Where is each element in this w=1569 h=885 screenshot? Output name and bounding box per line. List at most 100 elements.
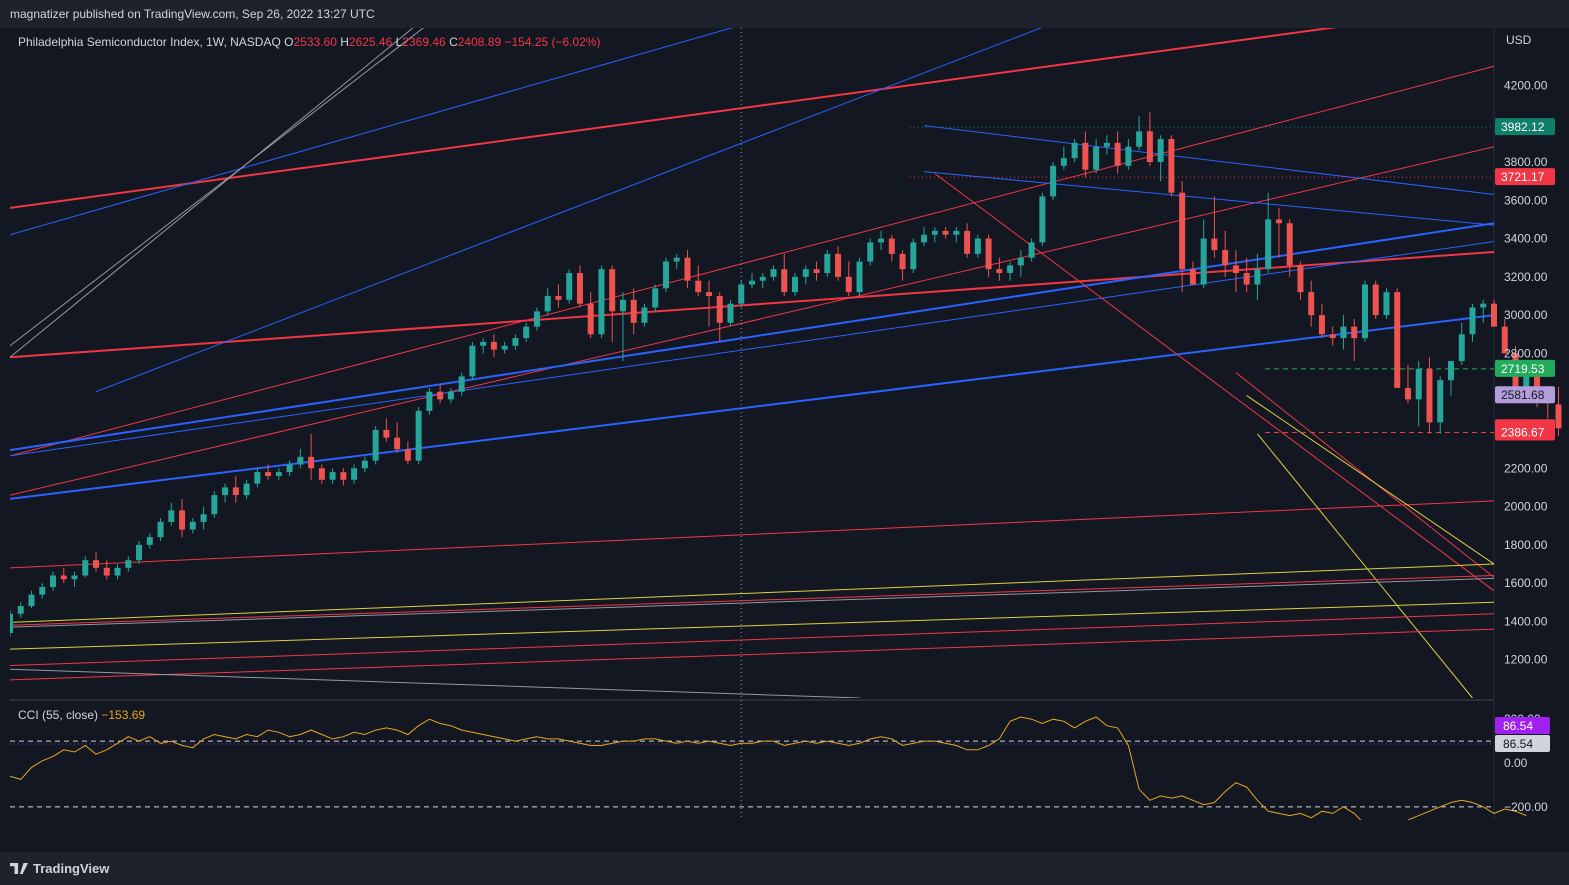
- candle-body[interactable]: [662, 261, 669, 289]
- price-label[interactable]: [1495, 359, 1555, 377]
- candle-body[interactable]: [964, 230, 971, 254]
- candle-body[interactable]: [673, 257, 680, 262]
- candle-body[interactable]: [1007, 265, 1014, 274]
- candle-body[interactable]: [1361, 284, 1368, 339]
- trendline[interactable]: [10, 65, 1494, 457]
- cci-legend[interactable]: CCI (55, close) −153.69: [18, 708, 145, 722]
- candle-body[interactable]: [802, 269, 809, 277]
- candle-body[interactable]: [1275, 219, 1282, 224]
- candle-body[interactable]: [372, 430, 379, 461]
- candle-body[interactable]: [1028, 242, 1035, 258]
- candle-body[interactable]: [985, 238, 992, 270]
- candle-body[interactable]: [1404, 387, 1411, 400]
- candle-body[interactable]: [1060, 158, 1067, 166]
- candle-body[interactable]: [1555, 404, 1562, 429]
- candle-body[interactable]: [265, 472, 272, 476]
- candle-body[interactable]: [1340, 326, 1347, 339]
- candle-body[interactable]: [695, 280, 702, 293]
- trendline[interactable]: [1246, 395, 1494, 565]
- trendline[interactable]: [10, 28, 429, 347]
- candle-body[interactable]: [1372, 284, 1379, 316]
- candle-body[interactable]: [566, 273, 573, 300]
- candle-body[interactable]: [60, 575, 67, 580]
- candle-body[interactable]: [1458, 334, 1465, 362]
- candle-body[interactable]: [136, 544, 143, 561]
- candle-body[interactable]: [899, 253, 906, 270]
- candle-body[interactable]: [619, 299, 626, 312]
- candle-body[interactable]: [1125, 146, 1132, 166]
- candle-body[interactable]: [759, 276, 766, 281]
- candle-body[interactable]: [953, 230, 960, 235]
- candle-body[interactable]: [1265, 219, 1272, 270]
- candle-body[interactable]: [1469, 307, 1476, 335]
- candle-body[interactable]: [598, 269, 605, 335]
- candle-body[interactable]: [1050, 165, 1057, 197]
- candle-body[interactable]: [1222, 250, 1229, 266]
- cci-line[interactable]: [10, 716, 1527, 820]
- candle-body[interactable]: [1491, 303, 1497, 327]
- candle-body[interactable]: [1415, 368, 1422, 400]
- trendline[interactable]: [95, 28, 1053, 393]
- candle-body[interactable]: [93, 560, 100, 568]
- candle-body[interactable]: [254, 472, 261, 484]
- trendline[interactable]: [1235, 372, 1494, 578]
- candle-body[interactable]: [1189, 269, 1196, 285]
- price-chart[interactable]: USD 1200.00 1400.00 1600.00 1800.00 2000.00 22…: [10, 28, 1569, 820]
- candle-body[interactable]: [1211, 238, 1218, 251]
- candle-body[interactable]: [942, 230, 949, 235]
- candle-body[interactable]: [727, 303, 734, 323]
- candle-body[interactable]: [749, 280, 755, 285]
- candle-body[interactable]: [39, 586, 46, 595]
- candle-body[interactable]: [630, 299, 637, 323]
- candle-body[interactable]: [974, 238, 981, 254]
- candle-body[interactable]: [878, 238, 885, 243]
- candle-body[interactable]: [533, 311, 540, 327]
- candle-body[interactable]: [1308, 292, 1315, 316]
- candle-body[interactable]: [1501, 326, 1508, 354]
- candle-body[interactable]: [1136, 131, 1143, 147]
- candle-body[interactable]: [480, 341, 487, 346]
- candle-body[interactable]: [813, 269, 820, 274]
- trendline[interactable]: [1257, 433, 1473, 698]
- cci-name[interactable]: CCI (55, close): [18, 708, 99, 722]
- candle-body[interactable]: [383, 430, 390, 438]
- candle-body[interactable]: [641, 307, 648, 323]
- tradingview-logo[interactable]: TradingView: [10, 861, 109, 876]
- candle-body[interactable]: [544, 296, 551, 312]
- candle-body[interactable]: [1243, 273, 1250, 285]
- cci-price-label[interactable]: [1495, 717, 1550, 735]
- candle-body[interactable]: [211, 495, 218, 515]
- candle-body[interactable]: [1437, 380, 1444, 423]
- candle-body[interactable]: [340, 472, 347, 480]
- candle-body[interactable]: [404, 449, 411, 461]
- candle-body[interactable]: [490, 341, 497, 350]
- candle-body[interactable]: [845, 276, 852, 293]
- candle-body[interactable]: [921, 234, 928, 243]
- candle-body[interactable]: [157, 521, 164, 538]
- candle-body[interactable]: [1394, 292, 1401, 388]
- candle-body[interactable]: [1480, 303, 1487, 308]
- candle-body[interactable]: [856, 261, 863, 293]
- candle-body[interactable]: [770, 269, 777, 277]
- candle-body[interactable]: [684, 257, 691, 281]
- candle-body[interactable]: [394, 437, 401, 450]
- candle-body[interactable]: [587, 303, 594, 335]
- candle-body[interactable]: [716, 296, 723, 323]
- candle-body[interactable]: [318, 468, 325, 480]
- candle-body[interactable]: [652, 288, 659, 308]
- candle-body[interactable]: [1286, 223, 1293, 266]
- trendline[interactable]: [10, 574, 1494, 626]
- candle-body[interactable]: [1232, 265, 1239, 274]
- candle-body[interactable]: [114, 567, 121, 576]
- candle-body[interactable]: [738, 284, 745, 304]
- candle-body[interactable]: [469, 345, 476, 377]
- trendline[interactable]: [10, 577, 1494, 628]
- chart-area[interactable]: USD 1200.00 1400.00 1600.00 1800.00 2000.00 22…: [10, 28, 1569, 820]
- candle-body[interactable]: [1093, 146, 1100, 170]
- trendline[interactable]: [10, 146, 1494, 496]
- trendline[interactable]: [10, 628, 1494, 681]
- candle-body[interactable]: [297, 456, 304, 465]
- candle-body[interactable]: [125, 560, 132, 568]
- candle-body[interactable]: [275, 472, 282, 476]
- candle-body[interactable]: [523, 326, 530, 339]
